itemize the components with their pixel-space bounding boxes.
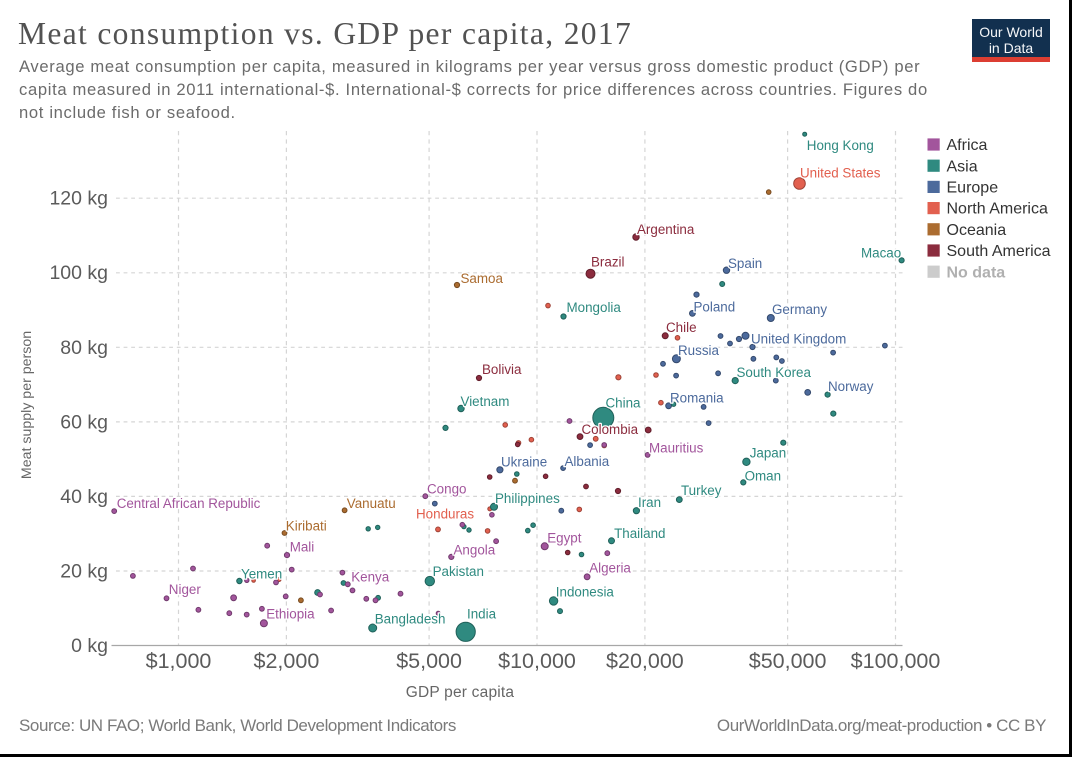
svg-text:$1,000: $1,000	[146, 649, 212, 673]
svg-text:United States: United States	[800, 166, 881, 181]
svg-text:Colombia: Colombia	[582, 422, 639, 437]
svg-text:Argentina: Argentina	[637, 222, 695, 237]
svg-text:Ukraine: Ukraine	[501, 455, 547, 470]
svg-text:60 kg: 60 kg	[60, 411, 108, 433]
svg-text:Albania: Albania	[565, 454, 610, 469]
svg-text:Philippines: Philippines	[495, 491, 560, 506]
svg-text:Brazil: Brazil	[591, 255, 625, 270]
svg-text:GDP per capita: GDP per capita	[406, 684, 515, 701]
svg-text:Kenya: Kenya	[351, 570, 390, 585]
svg-text:Congo: Congo	[427, 482, 466, 497]
svg-text:Vanuatu: Vanuatu	[347, 496, 396, 511]
svg-text:Norway: Norway	[828, 379, 874, 394]
svg-text:$20,000: $20,000	[606, 649, 684, 673]
svg-text:Ethiopia: Ethiopia	[266, 607, 315, 622]
svg-text:$5,000: $5,000	[396, 649, 462, 673]
svg-text:North America: North America	[947, 201, 1048, 218]
svg-text:Oceania: Oceania	[947, 222, 1007, 239]
svg-text:$50,000: $50,000	[749, 649, 827, 673]
svg-text:120 kg: 120 kg	[49, 188, 108, 210]
svg-text:Angola: Angola	[454, 543, 496, 558]
svg-text:Mongolia: Mongolia	[567, 300, 622, 315]
svg-text:Pakistan: Pakistan	[433, 564, 484, 579]
svg-text:Macao: Macao	[861, 246, 901, 261]
svg-text:20 kg: 20 kg	[60, 561, 108, 583]
svg-text:Oman: Oman	[745, 469, 781, 484]
svg-text:Chile: Chile	[666, 320, 697, 335]
svg-text:India: India	[467, 607, 497, 622]
svg-text:China: China	[606, 396, 642, 411]
svg-text:Indonesia: Indonesia	[556, 585, 615, 600]
svg-text:Africa: Africa	[947, 137, 988, 154]
svg-text:Russia: Russia	[678, 343, 719, 358]
svg-text:No data: No data	[947, 264, 1006, 281]
svg-text:0 kg: 0 kg	[71, 635, 108, 657]
svg-text:Niger: Niger	[169, 582, 202, 597]
svg-text:United Kingdom: United Kingdom	[751, 332, 846, 347]
svg-text:$100,000: $100,000	[851, 649, 941, 673]
svg-text:Samoa: Samoa	[461, 271, 504, 286]
svg-text:Mauritius: Mauritius	[649, 441, 704, 456]
svg-text:Europe: Europe	[947, 180, 999, 197]
svg-text:Romania: Romania	[670, 391, 724, 406]
svg-text:Hong Kong: Hong Kong	[807, 138, 874, 153]
svg-text:Meat supply per person: Meat supply per person	[19, 331, 35, 479]
svg-text:South Korea: South Korea	[737, 365, 812, 380]
svg-text:South America: South America	[947, 243, 1051, 260]
svg-text:Yemen: Yemen	[241, 567, 282, 582]
svg-text:40 kg: 40 kg	[60, 486, 108, 508]
svg-text:Algeria: Algeria	[589, 561, 631, 576]
svg-text:Spain: Spain	[728, 256, 762, 271]
svg-text:Bolivia: Bolivia	[482, 362, 522, 377]
svg-text:Poland: Poland	[694, 300, 736, 315]
svg-text:Vietnam: Vietnam	[461, 394, 510, 409]
svg-text:$2,000: $2,000	[254, 649, 320, 673]
svg-text:Kiribati: Kiribati	[286, 519, 327, 534]
svg-text:Japan: Japan	[750, 446, 786, 461]
svg-text:Central African Republic: Central African Republic	[117, 496, 261, 511]
svg-text:Germany: Germany	[772, 302, 827, 317]
svg-text:Turkey: Turkey	[681, 483, 722, 498]
svg-text:Asia: Asia	[947, 158, 978, 175]
svg-text:$10,000: $10,000	[498, 649, 576, 673]
svg-text:Thailand: Thailand	[614, 526, 665, 541]
svg-text:Egypt: Egypt	[547, 531, 582, 546]
svg-text:Iran: Iran	[638, 495, 661, 510]
svg-text:Mali: Mali	[290, 540, 315, 555]
svg-text:Bangladesh: Bangladesh	[375, 612, 446, 627]
svg-text:80 kg: 80 kg	[60, 337, 108, 359]
svg-text:100 kg: 100 kg	[49, 262, 108, 284]
svg-text:Honduras: Honduras	[416, 507, 474, 522]
